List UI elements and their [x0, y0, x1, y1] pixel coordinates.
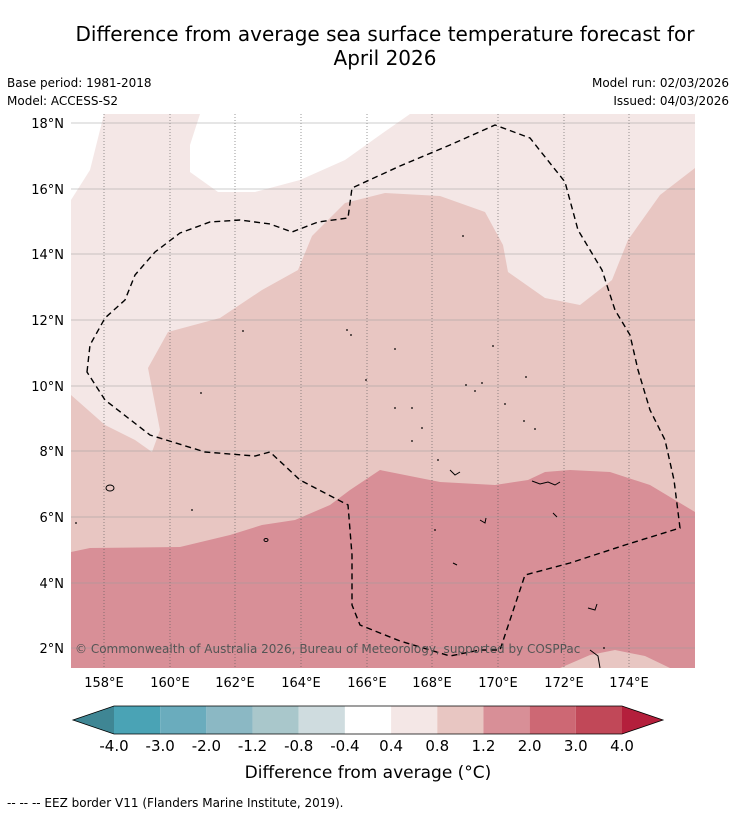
- lat-label: 8°N: [40, 445, 65, 460]
- colorbar-segment: [391, 706, 438, 734]
- lon-label: 172°E: [544, 676, 584, 691]
- colorbar-segment: [483, 706, 530, 734]
- model-run: Model run: 02/03/2026: [591, 76, 729, 90]
- field-neutral-white: [190, 114, 410, 192]
- model-name: Model: ACCESS-S2: [7, 94, 119, 108]
- colorbar-tick-label: -2.0: [192, 737, 221, 755]
- colorbar-outline: [71, 705, 665, 735]
- colorbar-over-triangle: [622, 706, 663, 734]
- lat-axis-labels: 18°N 16°N 14°N 12°N 10°N 8°N 6°N 4°N 2°N: [31, 117, 64, 657]
- colorbar: -4.0 -3.0 -2.0 -1.2 -0.8 -0.4 0.4 0.8 1.2 2.0 3.0 4…: [71, 705, 665, 755]
- colorbar-segment: [344, 706, 392, 734]
- lon-label: 160°E: [150, 676, 190, 691]
- lat-label: 2°N: [40, 642, 65, 657]
- colorbar-segment: [206, 706, 253, 734]
- lon-axis-labels: 158°E 160°E 162°E 164°E 166°E 168°E 170°…: [84, 676, 649, 691]
- colorbar-tick-label: -0.8: [284, 737, 313, 755]
- colorbar-segment: [437, 706, 484, 734]
- colorbar-tick-label: 0.8: [425, 737, 449, 755]
- sst-anomaly-field: [71, 114, 695, 668]
- colorbar-tick-label: 2.0: [518, 737, 542, 755]
- lon-label: 174°E: [609, 676, 649, 691]
- colorbar-tick-label: -0.4: [330, 737, 359, 755]
- lon-label: 166°E: [347, 676, 387, 691]
- colorbar-tick-label: 4.0: [610, 737, 634, 755]
- lon-label: 158°E: [84, 676, 124, 691]
- meta-right: Model run: 02/03/2026 Issued: 04/03/2026: [592, 74, 729, 110]
- graticule: [103, 114, 630, 668]
- colorbar-segment: [252, 706, 299, 734]
- colorbar-label: Difference from average (°C): [244, 763, 492, 783]
- lat-label: 10°N: [31, 380, 64, 395]
- colorbar-tick-label: -3.0: [146, 737, 175, 755]
- lon-label: 164°E: [281, 676, 321, 691]
- meta-left: Base period: 1981-2018 Model: ACCESS-S2: [7, 74, 152, 110]
- field-neutral-white-2: [71, 114, 104, 200]
- latitude-lines: [71, 122, 695, 649]
- colorbar-segment: [160, 706, 207, 734]
- colorbar-segment: [529, 706, 576, 734]
- title-line-2: April 2026: [333, 46, 437, 70]
- colorbar-under-triangle: [73, 706, 114, 734]
- field-1.2-2.0: [71, 470, 695, 668]
- lat-label: 16°N: [31, 183, 64, 198]
- lat-label: 4°N: [40, 577, 65, 592]
- lon-label: 162°E: [215, 676, 255, 691]
- colorbar-segment: [575, 706, 622, 734]
- colorbar-tick-label: -4.0: [99, 737, 128, 755]
- lat-label: 14°N: [31, 248, 64, 263]
- issued-date: Issued: 04/03/2026: [613, 94, 729, 108]
- eez-legend: -- -- -- EEZ border V11 (Flanders Marine…: [7, 796, 344, 810]
- lon-label: 170°E: [478, 676, 518, 691]
- colorbar-segment: [298, 706, 345, 734]
- colorbar-tick-label: 0.4: [379, 737, 403, 755]
- lon-label: 168°E: [412, 676, 452, 691]
- colorbar-segment: [114, 706, 161, 734]
- colorbar-tick-label: 3.0: [564, 737, 588, 755]
- lat-label: 6°N: [40, 511, 65, 526]
- title-line-1: Difference from average sea surface temp…: [75, 22, 695, 46]
- base-period: Base period: 1981-2018: [7, 76, 152, 90]
- colorbar-tick-label: 1.2: [472, 737, 496, 755]
- eez-border: [86, 124, 681, 657]
- lat-label: 12°N: [31, 314, 64, 329]
- islands: [105, 469, 601, 669]
- map-title: Difference from average sea surface temp…: [40, 22, 730, 70]
- colorbar-tick-label: -1.2: [238, 737, 267, 755]
- copyright-notice: © Commonwealth of Australia 2026, Bureau…: [75, 642, 581, 656]
- lat-label: 18°N: [31, 117, 64, 132]
- atoll-dots: [75, 235, 605, 649]
- field-0.8-1.2-south: [560, 650, 670, 668]
